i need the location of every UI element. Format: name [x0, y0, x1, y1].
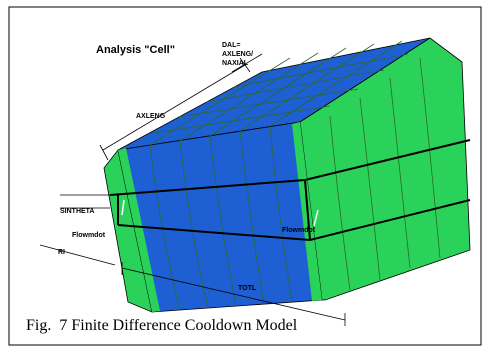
figure-caption: Fig. 7 Finite Difference Cooldown Model — [26, 317, 298, 334]
page: Analysis "Cell" DAL= AXLENG/ NAXIAL AXLE… — [0, 0, 491, 353]
totl-label: TOTL — [238, 285, 257, 292]
axleng-label: AXLENG — [136, 113, 166, 120]
ri-label: RI — [58, 249, 65, 256]
flowmdot-label: Flowmdot — [72, 232, 106, 239]
sintheta-label: SINTHETA — [60, 208, 94, 215]
dal-label: DAL= — [222, 42, 240, 49]
figure: Analysis "Cell" DAL= AXLENG/ NAXIAL AXLE… — [0, 0, 491, 353]
flowmdot-label: Flowmdot — [282, 227, 316, 234]
analysis-title: Analysis "Cell" — [96, 44, 175, 56]
dal-label: AXLENG/ — [222, 51, 253, 58]
dal-label: NAXIAL — [222, 60, 249, 67]
